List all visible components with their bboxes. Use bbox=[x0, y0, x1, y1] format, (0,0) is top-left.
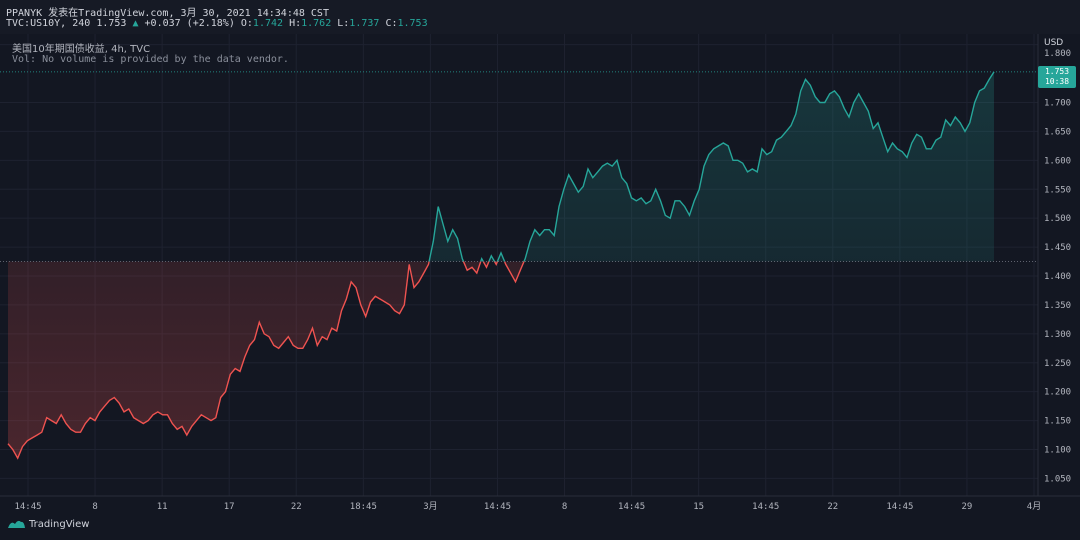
x-tick-label: 11 bbox=[157, 502, 168, 512]
tradingview-logo[interactable]: TradingView bbox=[6, 518, 89, 530]
low-label: L: bbox=[337, 18, 350, 29]
symbol: TVC:US10Y, 240 bbox=[6, 18, 91, 29]
currency-label[interactable]: USD bbox=[1044, 38, 1064, 48]
x-tick-label: 4月 bbox=[1027, 501, 1041, 512]
x-tick-label: 29 bbox=[962, 502, 973, 512]
price-line-above-baseline bbox=[428, 71, 995, 262]
y-tick-label: 1.650 bbox=[1044, 127, 1071, 137]
y-tick-label: 1.350 bbox=[1044, 301, 1071, 311]
y-tick-label: 1.050 bbox=[1044, 474, 1071, 484]
x-tick-label: 15 bbox=[693, 502, 704, 512]
bar-countdown: 10:38 bbox=[1044, 76, 1070, 86]
up-arrow-icon: ▲ bbox=[132, 18, 139, 29]
high-label: H: bbox=[289, 18, 302, 29]
area-fill bbox=[8, 71, 994, 459]
volume-note: Vol: No volume is provided by the data v… bbox=[12, 54, 289, 65]
x-tick-label: 22 bbox=[291, 502, 302, 512]
y-tick-label: 1.450 bbox=[1044, 243, 1071, 253]
chart-header: PPANYK 发表在TradingView.com, 3月 30, 2021 1… bbox=[0, 0, 1080, 34]
close-label: C: bbox=[385, 18, 398, 29]
y-tick-label: 1.600 bbox=[1044, 156, 1071, 166]
change-value: +0.037 (+2.18%) bbox=[144, 18, 235, 29]
y-tick-label: 1.800 bbox=[1044, 49, 1071, 59]
x-tick-label: 14:45 bbox=[752, 502, 779, 512]
x-tick-label: 22 bbox=[827, 502, 838, 512]
x-tick-label: 18:45 bbox=[350, 502, 377, 512]
x-tick-label: 14:45 bbox=[886, 502, 913, 512]
x-tick-label: 14:45 bbox=[14, 502, 41, 512]
x-tick-label: 14:45 bbox=[618, 502, 645, 512]
current-price: 1.753 bbox=[1044, 66, 1070, 76]
y-tick-label: 1.250 bbox=[1044, 359, 1071, 369]
publish-line: PPANYK 发表在TradingView.com, 3月 30, 2021 1… bbox=[6, 8, 329, 19]
y-tick-label: 1.300 bbox=[1044, 330, 1071, 340]
price-line bbox=[0, 71, 1038, 460]
price-line-below-baseline bbox=[7, 261, 525, 460]
area-above-baseline bbox=[8, 71, 994, 262]
series-legend[interactable]: 美国10年期国债收益, 4h, TVC bbox=[12, 44, 151, 55]
axes: 1.050 1.100 1.150 1.200 1.250 1.300 1.350 1.400… bbox=[0, 34, 1080, 512]
x-tick-label: 8 bbox=[92, 502, 97, 512]
y-tick-label: 1.500 bbox=[1044, 214, 1071, 224]
last-price: 1.753 bbox=[96, 18, 127, 29]
x-tick-label: 8 bbox=[562, 502, 567, 512]
y-tick-label: 1.700 bbox=[1044, 99, 1071, 109]
close-value: 1.753 bbox=[397, 18, 428, 29]
tradingview-icon bbox=[8, 520, 25, 528]
y-tick-label: 1.150 bbox=[1044, 417, 1071, 427]
logo-text: TradingView bbox=[29, 518, 90, 530]
ohlc-line: TVC:US10Y, 240 1.753 ▲ +0.037 (+2.18%) O… bbox=[6, 18, 428, 29]
open-value: 1.742 bbox=[252, 18, 284, 29]
open-label: O: bbox=[240, 18, 253, 29]
y-tick-label: 1.100 bbox=[1044, 446, 1071, 456]
current-price-tag: 1.753 10:38 bbox=[1038, 65, 1076, 88]
x-tick-label: 14:45 bbox=[484, 502, 511, 512]
y-tick-label: 1.550 bbox=[1044, 185, 1071, 195]
high-value: 1.762 bbox=[301, 18, 332, 29]
low-value: 1.737 bbox=[349, 18, 380, 29]
price-chart[interactable]: 1.050 1.100 1.150 1.200 1.250 1.300 1.350 1.400… bbox=[0, 34, 1080, 514]
y-tick-label: 1.200 bbox=[1044, 388, 1071, 398]
x-tick-label: 3月 bbox=[423, 501, 437, 512]
x-tick-label: 17 bbox=[224, 502, 235, 512]
y-tick-label: 1.400 bbox=[1044, 272, 1071, 282]
footer bbox=[0, 514, 1080, 540]
